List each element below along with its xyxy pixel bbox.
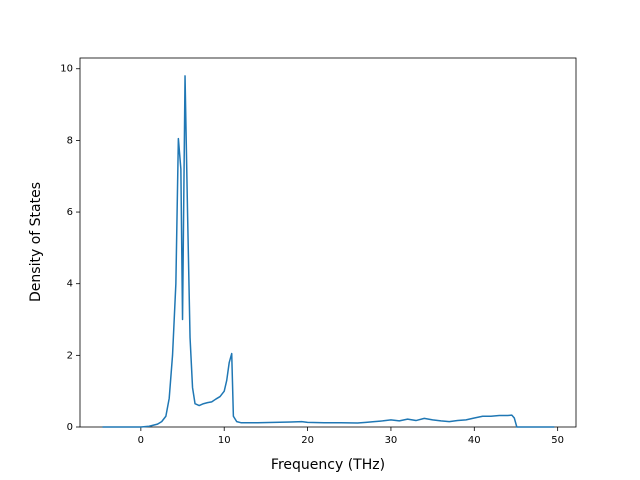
y-tick-label: 4 [67,279,73,290]
data-line [102,75,555,428]
y-tick-label: 6 [67,207,73,218]
x-axis-label: Frequency (THz) [271,457,385,473]
x-tick-label: 20 [301,435,314,446]
x-tick-label: 50 [551,435,564,446]
x-tick-label: 40 [468,435,481,446]
x-tick-label: 0 [138,435,144,446]
y-tick-label: 8 [67,135,73,146]
y-tick-label: 2 [67,350,73,361]
y-tick-label: 10 [60,64,73,75]
x-tick-label: 30 [385,435,398,446]
y-tick-label: 0 [67,422,73,433]
y-axis-label: Density of States [28,182,44,302]
x-tick-label: 10 [218,435,231,446]
plot-frame [79,57,577,428]
